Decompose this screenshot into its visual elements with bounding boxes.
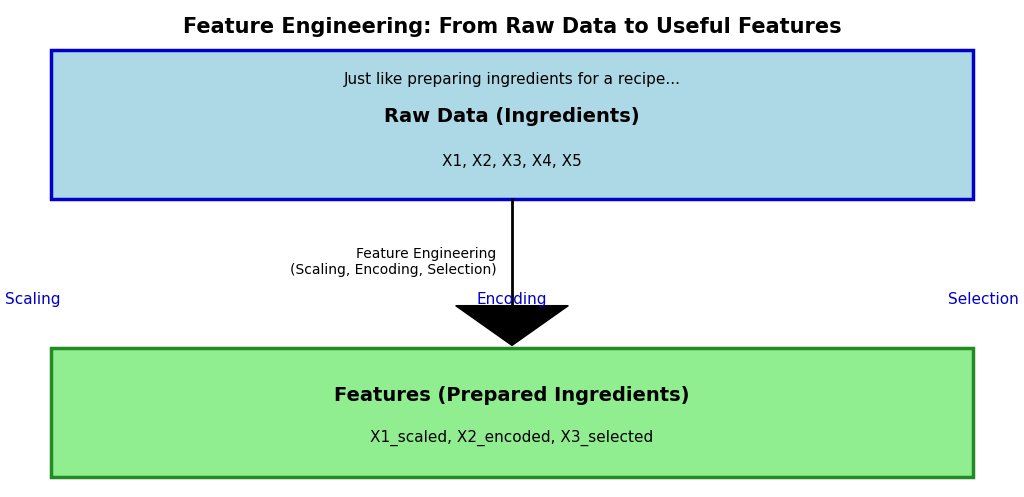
Text: Selection: Selection	[948, 292, 1019, 307]
Bar	[51, 50, 973, 199]
Text: Raw Data (Ingredients): Raw Data (Ingredients)	[384, 107, 640, 126]
Text: Feature Engineering
(Scaling, Encoding, Selection): Feature Engineering (Scaling, Encoding, …	[290, 247, 497, 277]
Text: Feature Engineering: From Raw Data to Useful Features: Feature Engineering: From Raw Data to Us…	[182, 17, 842, 37]
Text: Scaling: Scaling	[5, 292, 60, 307]
Text: X1_scaled, X2_encoded, X3_selected: X1_scaled, X2_encoded, X3_selected	[371, 430, 653, 446]
Text: Encoding: Encoding	[477, 292, 547, 307]
Text: Just like preparing ingredients for a recipe...: Just like preparing ingredients for a re…	[343, 72, 681, 87]
Text: Features (Prepared Ingredients): Features (Prepared Ingredients)	[334, 386, 690, 405]
Bar	[51, 348, 973, 477]
Polygon shape	[456, 306, 568, 345]
Text: X1, X2, X3, X4, X5: X1, X2, X3, X4, X5	[442, 154, 582, 169]
